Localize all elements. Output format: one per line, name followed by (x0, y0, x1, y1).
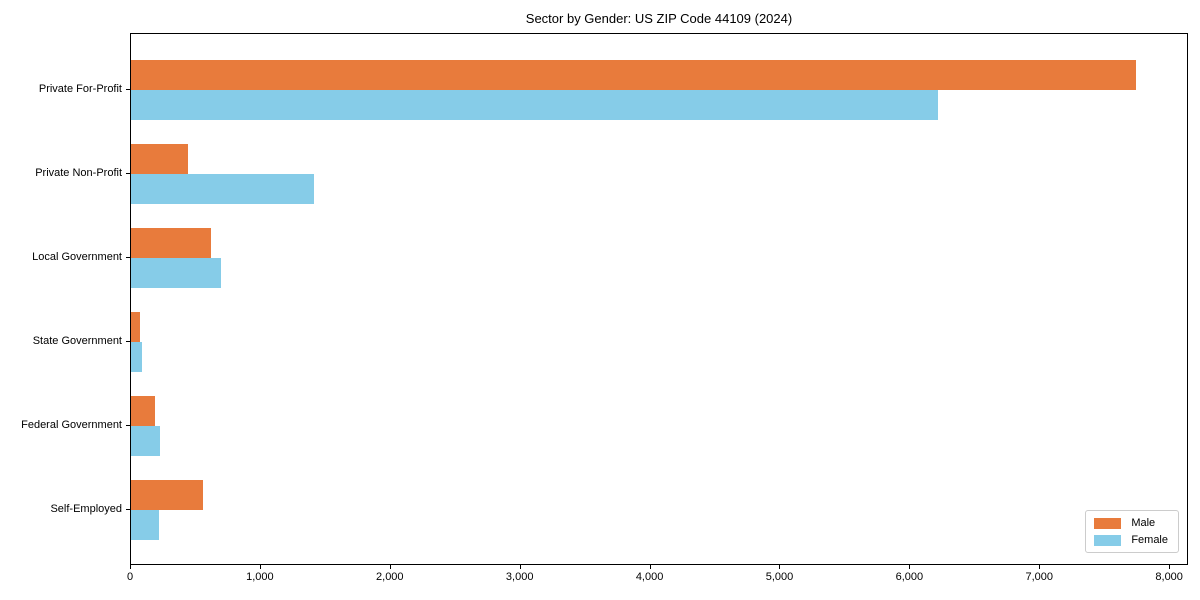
x-tick-label: 2,000 (376, 571, 404, 583)
bar-male-5 (131, 480, 204, 510)
x-tick-label: 8,000 (1155, 571, 1183, 583)
bar-female-0 (131, 90, 938, 120)
x-tick-mark (1169, 565, 1171, 569)
female-series-swatch (1094, 534, 1122, 546)
x-tick-label: 5,000 (765, 571, 794, 583)
x-tick-label: 0 (126, 571, 134, 583)
bar-male-0 (131, 60, 1137, 90)
bar-male-2 (131, 228, 211, 258)
x-tick-mark (389, 565, 391, 569)
y-tick-label: Self-Employed (50, 503, 122, 515)
x-tick-mark (909, 565, 911, 569)
legend: Male Female (1085, 510, 1179, 553)
y-tick-label: Private Non-Profit (35, 167, 122, 179)
plot-area: Male Female (130, 33, 1188, 565)
legend-label-female: Female (1131, 534, 1168, 546)
bar-female-1 (131, 174, 315, 204)
y-tick-mark (126, 89, 130, 90)
bar-female-3 (131, 342, 143, 372)
x-tick-mark (130, 565, 131, 569)
legend-label-male: Male (1131, 517, 1156, 529)
x-tick-label: 7,000 (1025, 571, 1054, 583)
y-tick-label: Federal Government (21, 419, 122, 431)
bar-male-4 (131, 396, 156, 426)
bar-male-1 (131, 144, 189, 174)
legend-item-male: Male (1094, 517, 1168, 529)
y-tick-mark (126, 509, 130, 510)
x-tick-label: 3,000 (505, 571, 534, 583)
y-tick-label: Local Government (32, 251, 122, 263)
x-tick-mark (649, 565, 651, 569)
chart-title: Sector by Gender: US ZIP Code 44109 (202… (525, 11, 793, 26)
x-tick-label: 1,000 (246, 571, 274, 583)
x-tick-mark (259, 565, 261, 569)
x-tick-mark (1039, 565, 1041, 569)
x-tick-mark (779, 565, 781, 569)
y-tick-mark (126, 425, 130, 426)
bar-male-3 (131, 312, 141, 342)
bar-female-4 (131, 426, 160, 456)
legend-item-female: Female (1094, 534, 1168, 546)
x-tick-label: 6,000 (895, 571, 924, 583)
x-tick-mark (519, 565, 521, 569)
male-series-swatch (1094, 517, 1122, 529)
x-tick-label: 4,000 (635, 571, 664, 583)
bar-female-5 (131, 510, 159, 540)
y-tick-mark (126, 341, 130, 342)
y-tick-mark (126, 257, 130, 258)
bar-female-2 (131, 258, 222, 288)
y-tick-label: Private For-Profit (38, 83, 122, 95)
y-tick-mark (126, 173, 130, 174)
y-tick-label: State Government (32, 335, 122, 347)
